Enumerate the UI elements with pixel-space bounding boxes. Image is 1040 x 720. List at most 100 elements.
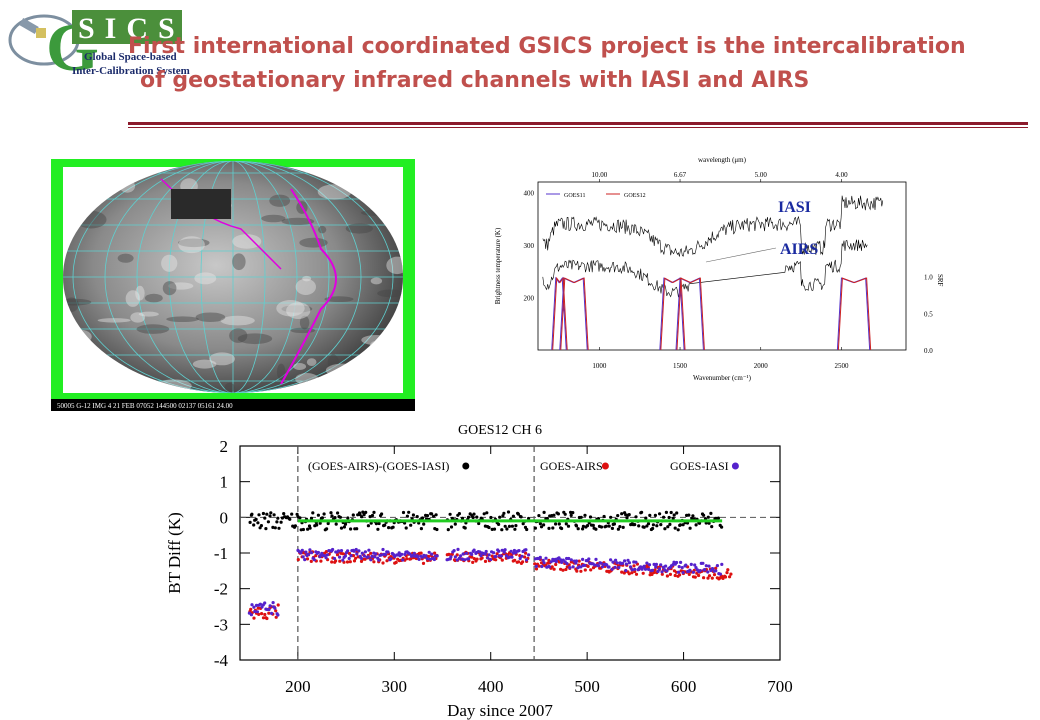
cloud-patch (135, 285, 145, 301)
data-point (501, 514, 505, 518)
data-point (338, 555, 342, 559)
data-point (566, 524, 571, 528)
y-axis-label: Brightness temperature (K) (494, 227, 502, 304)
data-point (624, 568, 628, 573)
srf-band-line (676, 277, 705, 351)
data-point (460, 557, 464, 561)
data-point (728, 575, 732, 579)
data-point (554, 560, 558, 564)
data-point (409, 557, 413, 561)
data-point (667, 515, 671, 520)
data-point (552, 567, 556, 571)
data-point (275, 520, 279, 524)
cloud-patch (281, 217, 315, 226)
data-point (600, 565, 605, 569)
data-point (500, 548, 504, 552)
data-point (678, 573, 682, 577)
data-point (509, 549, 513, 553)
data-point (697, 573, 701, 578)
top-tick-label: 6.67 (674, 171, 687, 179)
data-point (430, 512, 434, 516)
data-point (405, 557, 409, 561)
data-point (494, 558, 498, 562)
data-point (673, 573, 677, 578)
cloud-patch (327, 354, 339, 370)
data-point (707, 574, 712, 578)
data-point (362, 554, 366, 558)
data-point (267, 611, 271, 615)
data-point (425, 557, 429, 561)
data-point (647, 567, 651, 571)
data-point (301, 555, 305, 559)
data-point (401, 558, 405, 562)
legend-label: GOES11 (564, 193, 585, 199)
data-point (271, 601, 275, 605)
data-point (304, 550, 308, 554)
coastline-path (280, 188, 337, 385)
data-point (341, 558, 345, 562)
data-point (453, 522, 457, 526)
data-point (394, 560, 398, 564)
data-point (370, 554, 374, 558)
data-point (654, 562, 658, 566)
data-point (268, 514, 272, 518)
cloud-patch (276, 363, 286, 381)
data-point (544, 556, 548, 560)
data-point (681, 523, 685, 527)
data-point (527, 516, 531, 521)
data-point (723, 575, 728, 579)
data-point (516, 512, 520, 516)
data-point (554, 522, 558, 526)
data-point (338, 559, 342, 563)
y-axis-label: BT Diff (K) (165, 512, 184, 594)
gsics-logo: G SICS Global Space-based Inter-Calibrat… (8, 9, 190, 84)
data-point (269, 511, 273, 515)
data-point (331, 547, 335, 552)
data-point (357, 549, 361, 553)
logo-line2: Inter-Calibration System (72, 65, 190, 77)
cloud-patch (306, 358, 317, 367)
data-point (599, 525, 604, 529)
data-point (419, 527, 423, 531)
cloud-patch (138, 311, 159, 317)
cloud-patch (302, 275, 312, 282)
data-point (627, 561, 631, 565)
data-point (626, 558, 630, 562)
data-point (634, 572, 639, 576)
data-point (523, 555, 527, 559)
data-point (712, 573, 717, 577)
data-point (336, 549, 341, 553)
data-point (637, 524, 641, 528)
data-point (560, 526, 564, 531)
data-point (475, 557, 479, 561)
data-point (434, 513, 438, 517)
data-point (258, 602, 262, 606)
x-tick-label: 200 (285, 677, 311, 696)
data-point (311, 511, 315, 515)
data-point (457, 512, 461, 516)
bt-diff-chart: GOES12 CH 6 200 300 400 500 600 700 -4 -3 -2 -1 0 1 2… (165, 423, 793, 720)
cloud-patch (125, 290, 141, 307)
data-point (672, 513, 676, 517)
data-point (261, 511, 265, 516)
data-point (710, 576, 714, 580)
data-point (521, 522, 525, 526)
data-point (687, 572, 691, 576)
data-point (347, 556, 351, 561)
page-title-line2: of geostationary infrared channels with … (140, 68, 810, 93)
data-point (421, 561, 426, 565)
data-point (290, 512, 294, 516)
data-point (489, 515, 493, 520)
legend-marker (731, 462, 739, 470)
data-point (607, 565, 611, 569)
y-tick-label: -4 (214, 651, 229, 670)
data-point (453, 555, 457, 559)
data-point (588, 515, 593, 519)
data-point (634, 560, 638, 564)
logo-letters: SICS (78, 12, 185, 45)
data-point (633, 523, 637, 527)
data-point (505, 527, 509, 531)
data-point (494, 554, 498, 559)
data-point (630, 568, 634, 572)
data-point (472, 557, 476, 561)
